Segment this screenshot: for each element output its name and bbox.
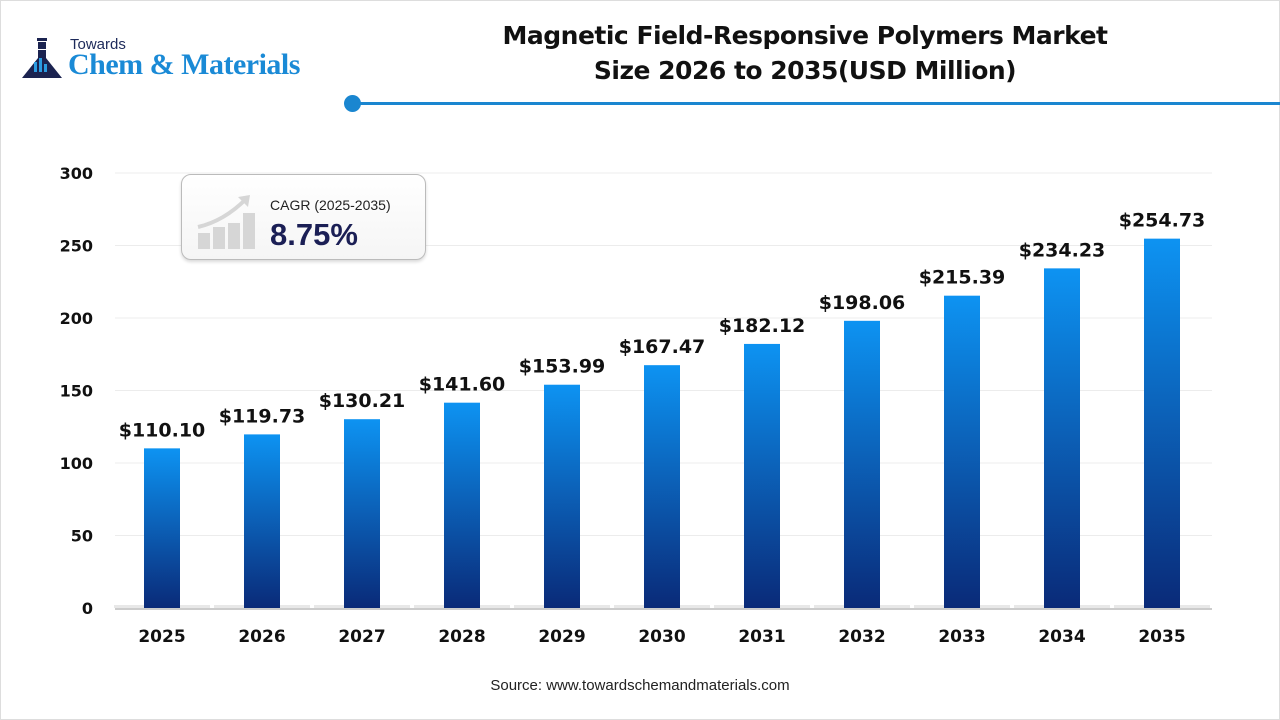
x-tick-label: 2032: [838, 627, 885, 647]
x-tick-label: 2029: [538, 627, 585, 647]
data-label: $110.10: [119, 419, 206, 441]
bar-2032: [844, 320, 880, 608]
data-label: $254.73: [1119, 210, 1206, 232]
source-note: Source: www.towardschemandmaterials.com: [490, 677, 790, 694]
data-label: $215.39: [919, 267, 1006, 289]
x-tick-label: 2034: [1038, 627, 1085, 647]
cagr-label: CAGR (2025-2035): [270, 197, 391, 213]
data-label: $167.47: [619, 336, 706, 358]
y-tick-label: 0: [82, 599, 93, 618]
title-line-1: Magnetic Field-Responsive Polymers Marke…: [502, 21, 1108, 50]
x-tick-label: 2031: [738, 627, 785, 647]
x-tick-label: 2035: [1138, 627, 1185, 647]
chart-title: Magnetic Field-Responsive Polymers Marke…: [440, 18, 1170, 88]
x-tick-label: 2027: [338, 627, 385, 647]
bar-2034: [1044, 268, 1080, 608]
logo-name: Chem & Materials: [68, 48, 300, 81]
x-tick-label: 2030: [638, 627, 685, 647]
y-tick-label: 100: [60, 454, 93, 473]
x-tick-label: 2028: [438, 627, 485, 647]
logo-towards: Towards: [70, 36, 126, 53]
title-rule: [352, 102, 1280, 105]
bar-2035: [1144, 238, 1180, 609]
y-tick-label: 200: [60, 309, 93, 328]
title-rule-dot: [344, 95, 361, 112]
growth-chart-icon: [197, 195, 255, 249]
bar-2031: [744, 343, 780, 608]
data-label: $130.21: [319, 390, 406, 412]
cagr-value: 8.75%: [270, 217, 358, 252]
data-label: $141.60: [419, 374, 506, 396]
bar-2025: [144, 448, 180, 608]
data-label: $198.06: [819, 292, 906, 314]
y-tick-label: 250: [60, 237, 93, 256]
y-tick-label: 50: [71, 527, 93, 546]
data-label: $234.23: [1019, 239, 1106, 261]
flask-icon: [22, 38, 62, 78]
x-tick-label: 2025: [138, 627, 185, 647]
y-tick-label: 150: [60, 382, 93, 401]
data-label: $153.99: [519, 356, 606, 378]
bar-2028: [444, 402, 480, 608]
bar-2026: [244, 434, 280, 608]
data-label: $182.12: [719, 315, 806, 337]
y-tick-label: 300: [60, 164, 93, 183]
bar-2027: [344, 419, 380, 608]
cagr-box: CAGR (2025-2035) 8.75%: [181, 174, 426, 260]
bar-2030: [644, 365, 680, 608]
x-tick-label: 2026: [238, 627, 285, 647]
bar-2029: [544, 384, 580, 608]
x-tick-label: 2033: [938, 627, 985, 647]
bar-2033: [944, 295, 980, 608]
data-label: $119.73: [219, 405, 306, 427]
title-line-2: Size 2026 to 2035(USD Million): [593, 56, 1017, 85]
